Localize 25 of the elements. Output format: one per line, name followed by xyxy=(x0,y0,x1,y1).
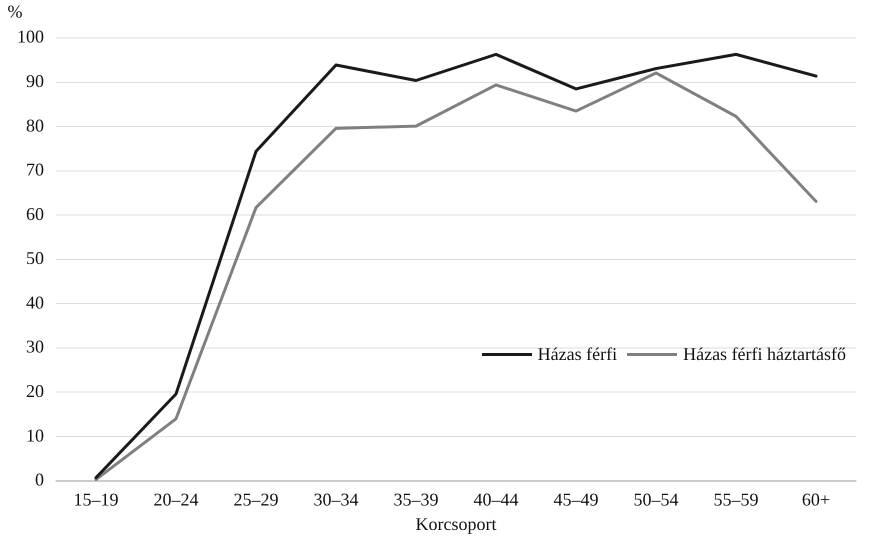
y-tick-label: 50 xyxy=(26,248,44,268)
legend-label: Házas férfi xyxy=(538,344,618,365)
x-tick-label: 60+ xyxy=(802,489,830,510)
x-tick-label: 55–59 xyxy=(714,489,758,510)
x-tick-label: 40–44 xyxy=(474,489,518,510)
x-tick-label: 30–34 xyxy=(314,489,358,510)
legend-label: Házas férfi háztartásfő xyxy=(683,344,846,365)
y-tick-label: 10 xyxy=(26,425,44,446)
x-tick-label: 45–49 xyxy=(554,489,598,510)
y-tick-label: 40 xyxy=(26,292,44,312)
x-tick-label: 15–19 xyxy=(74,489,118,510)
y-axis-title: % xyxy=(8,2,22,22)
y-tick-label: 20 xyxy=(26,380,44,401)
x-tick-label: 35–39 xyxy=(394,489,438,510)
y-tick-label: 80 xyxy=(26,115,44,136)
x-tick-label: 25–29 xyxy=(234,489,278,510)
y-tick-label: 90 xyxy=(26,71,44,92)
x-axis-title: Korcsoport xyxy=(416,514,496,534)
y-tick-label: 30 xyxy=(26,336,44,357)
y-tick-label: 100 xyxy=(17,26,44,47)
y-tick-label: 60 xyxy=(26,204,44,224)
y-tick-label: 0 xyxy=(35,470,44,490)
y-tick-label: 70 xyxy=(26,160,44,180)
x-tick-label: 20–24 xyxy=(154,489,198,510)
x-tick-label: 50–54 xyxy=(634,489,678,510)
